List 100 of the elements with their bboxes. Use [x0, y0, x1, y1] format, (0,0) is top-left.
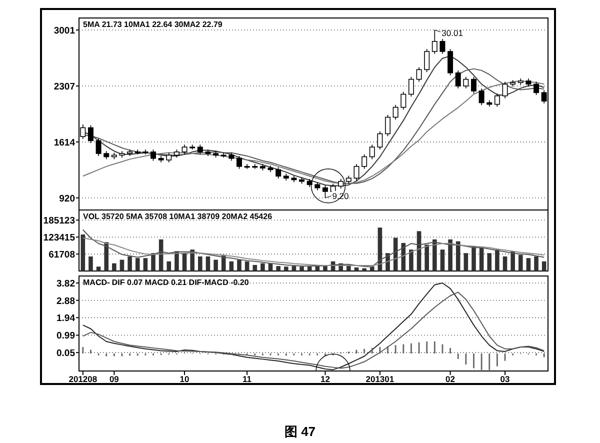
- y-tick-label: 0.05: [56, 348, 76, 360]
- x-tick-label: 03: [500, 374, 510, 384]
- bar: [104, 242, 109, 271]
- bar: [534, 256, 538, 271]
- candlestick: [416, 66, 422, 82]
- candlestick: [362, 154, 368, 170]
- bar: [307, 266, 312, 271]
- bar: [464, 253, 468, 271]
- x-tick-label: 09: [109, 374, 120, 384]
- candlestick: [377, 130, 383, 150]
- bar: [284, 266, 288, 271]
- bar: [244, 261, 250, 271]
- y-tick-label: 61708: [48, 250, 75, 261]
- candlestick: [354, 164, 360, 181]
- candlestick: [463, 76, 469, 89]
- candlestick: [392, 104, 398, 120]
- y-tick-label: 185123: [43, 216, 75, 227]
- bar: [518, 254, 523, 271]
- bar: [128, 256, 132, 271]
- x-tick-label: 10: [180, 374, 190, 384]
- bar: [190, 250, 194, 271]
- chart-title: MACD- DIF 0.07 MACD 0.21 DIF-MACD -0.20: [83, 278, 250, 287]
- bar: [440, 250, 445, 271]
- candlestick: [338, 178, 344, 190]
- bar: [120, 260, 124, 271]
- bar: [510, 251, 515, 271]
- bar: [292, 266, 296, 271]
- y-tick-label: 1614: [54, 137, 76, 148]
- candlestick: [134, 149, 140, 155]
- bar: [80, 234, 86, 271]
- bar: [143, 258, 148, 271]
- candlestick: [276, 166, 282, 179]
- caption: 图 47: [284, 424, 316, 439]
- x-tick-label: 12: [320, 374, 330, 384]
- bar: [362, 268, 366, 271]
- bar: [300, 266, 304, 271]
- chart-title: 5MA 21.73 10MA1 22.64 30MA2 22.79: [83, 20, 223, 29]
- bar: [354, 267, 359, 271]
- candlestick: [432, 30, 438, 54]
- bar: [424, 244, 429, 271]
- candlestick: [424, 48, 430, 72]
- bar: [96, 266, 101, 271]
- candlestick: [502, 81, 508, 99]
- bar: [432, 239, 437, 271]
- candlestick: [88, 124, 94, 144]
- bar: [198, 256, 202, 271]
- bar: [112, 263, 116, 271]
- candlestick: [494, 93, 500, 108]
- bar: [323, 266, 328, 271]
- line-series: [82, 238, 545, 266]
- candlestick: [448, 48, 454, 76]
- candlestick: [369, 144, 375, 160]
- candlestick: [244, 164, 250, 170]
- bar: [182, 253, 187, 271]
- bar: [237, 260, 242, 271]
- x-tick-label: 11: [242, 374, 252, 384]
- bar: [252, 264, 258, 271]
- y-tick-label: 123415: [43, 232, 76, 244]
- bar: [276, 266, 280, 271]
- bar: [542, 261, 546, 271]
- bar: [401, 242, 406, 271]
- bar: [88, 256, 93, 271]
- candlestick: [252, 164, 258, 170]
- candlestick: [142, 149, 148, 155]
- y-tick-label: 0.99: [56, 330, 75, 342]
- bar: [472, 246, 476, 271]
- bar: [229, 261, 234, 271]
- bar: [260, 263, 265, 271]
- candlestick: [96, 138, 102, 156]
- candlestick: [322, 184, 328, 198]
- candlestick: [455, 70, 461, 89]
- bar: [502, 256, 508, 271]
- line-series: [82, 229, 545, 268]
- bar: [479, 248, 484, 271]
- candlestick: [534, 81, 540, 96]
- bar: [151, 253, 156, 271]
- bar: [495, 250, 500, 271]
- bar: [346, 266, 351, 271]
- candlestick: [440, 38, 446, 54]
- y-tick-label: 3001: [54, 26, 76, 37]
- x-tick-label: 201208: [68, 374, 98, 384]
- candlestick: [150, 149, 156, 162]
- bar: [135, 258, 140, 271]
- candlestick: [478, 88, 484, 106]
- candlestick: [385, 114, 391, 137]
- bar: [214, 260, 218, 271]
- bar: [456, 241, 460, 271]
- chart-title: VOL 35720 5MA 35708 10MA1 38709 20MA2 45426: [83, 212, 273, 221]
- bar: [526, 258, 531, 271]
- y-tick-label: 2.88: [56, 296, 75, 307]
- bar: [409, 250, 414, 271]
- y-tick-label: 920: [59, 193, 75, 204]
- y-tick-label: 2307: [54, 82, 75, 93]
- candlestick: [470, 76, 476, 94]
- candlestick: [400, 91, 406, 110]
- bar: [166, 261, 172, 271]
- y-tick-label: 1.94: [56, 313, 76, 324]
- x-tick-label: 201301: [366, 374, 394, 384]
- bar: [206, 256, 210, 271]
- y-tick-label: 3.82: [56, 278, 75, 290]
